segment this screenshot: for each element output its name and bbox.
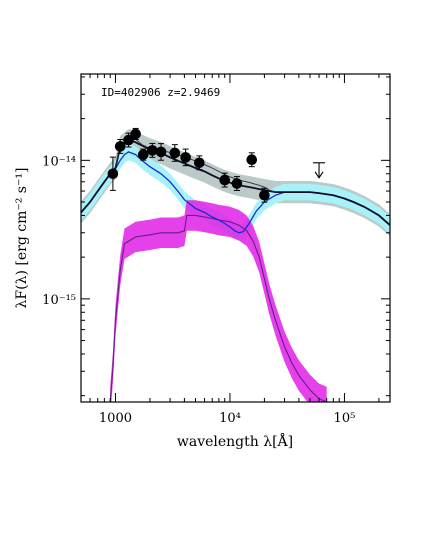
photometry-point [107, 168, 119, 180]
photometry-point [169, 147, 181, 159]
photometry-point [130, 128, 141, 140]
photometry-point [123, 134, 134, 146]
photometry-point [147, 145, 158, 156]
photometry-point [137, 149, 149, 160]
x-tick-label: 1000 [99, 411, 132, 426]
photometry-point [114, 141, 126, 152]
galaxy-model-uncertainty-band [81, 143, 390, 242]
x-tick-label: 10⁵ [334, 411, 356, 426]
upper-limit-arrow-head [314, 171, 324, 179]
y-axis-title: λF(λ) [erg cm⁻² s⁻¹] [14, 168, 30, 309]
photometry-point [246, 154, 258, 166]
photometry-point [219, 174, 231, 186]
y-tick-label: 10⁻¹⁵ [42, 293, 76, 308]
x-axis-title: wavelength λ[Å] [177, 432, 293, 450]
photometry-point [180, 152, 191, 163]
source-annotation: ID=402906 z=2.9469 [101, 86, 220, 99]
x-tick-label: 10⁴ [219, 411, 241, 426]
axis-ticks: 1000 10⁴ 10⁵ 10⁻¹⁵ 10⁻¹⁴ [42, 74, 390, 426]
photometry-point [259, 189, 270, 201]
agn-model-uncertainty-band [110, 200, 327, 402]
y-tick-label: 10⁻¹⁴ [42, 154, 76, 169]
photometry-points [107, 127, 326, 203]
plot-frame [80, 73, 391, 403]
photometry-point [194, 157, 205, 169]
photometry-point [155, 146, 167, 158]
agn-model-line [109, 214, 327, 402]
photometry-point [231, 178, 243, 189]
